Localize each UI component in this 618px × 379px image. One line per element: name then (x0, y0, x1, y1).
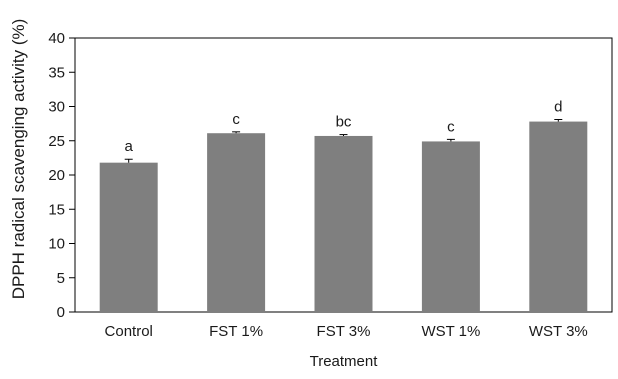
y-tick-label: 15 (48, 201, 65, 218)
x-category-label: WST 3% (529, 323, 588, 340)
significance-label: d (554, 99, 562, 116)
y-tick-label: 10 (48, 236, 65, 253)
x-category-label: WST 1% (421, 323, 480, 340)
x-category-label: Control (105, 323, 153, 340)
y-tick-label: 40 (48, 30, 65, 47)
bar (529, 121, 588, 312)
significance-label: a (125, 138, 134, 155)
plot-area: 0 5 10 15 20 25 30 35 40 a Control c FST 1% bc FST 3% c… (48, 30, 613, 340)
x-axis-title: Treatment (310, 353, 379, 370)
y-tick-label: 25 (48, 133, 65, 150)
bar (314, 135, 373, 312)
y-tick-label: 30 (48, 99, 65, 116)
y-tick-label: 20 (48, 167, 65, 184)
significance-label: c (232, 111, 240, 128)
bar (207, 133, 266, 312)
y-axis-title: DPPH radical scavenging activity (%) (9, 19, 28, 300)
bar (421, 141, 480, 312)
x-category-label: FST 1% (209, 323, 263, 340)
x-category-label: FST 3% (317, 323, 371, 340)
significance-label: bc (336, 114, 352, 131)
y-tick-label: 0 (57, 304, 65, 321)
y-tick-label: 5 (57, 270, 65, 287)
bar (99, 162, 158, 312)
y-tick-label: 35 (48, 64, 65, 81)
significance-label: c (447, 118, 455, 135)
